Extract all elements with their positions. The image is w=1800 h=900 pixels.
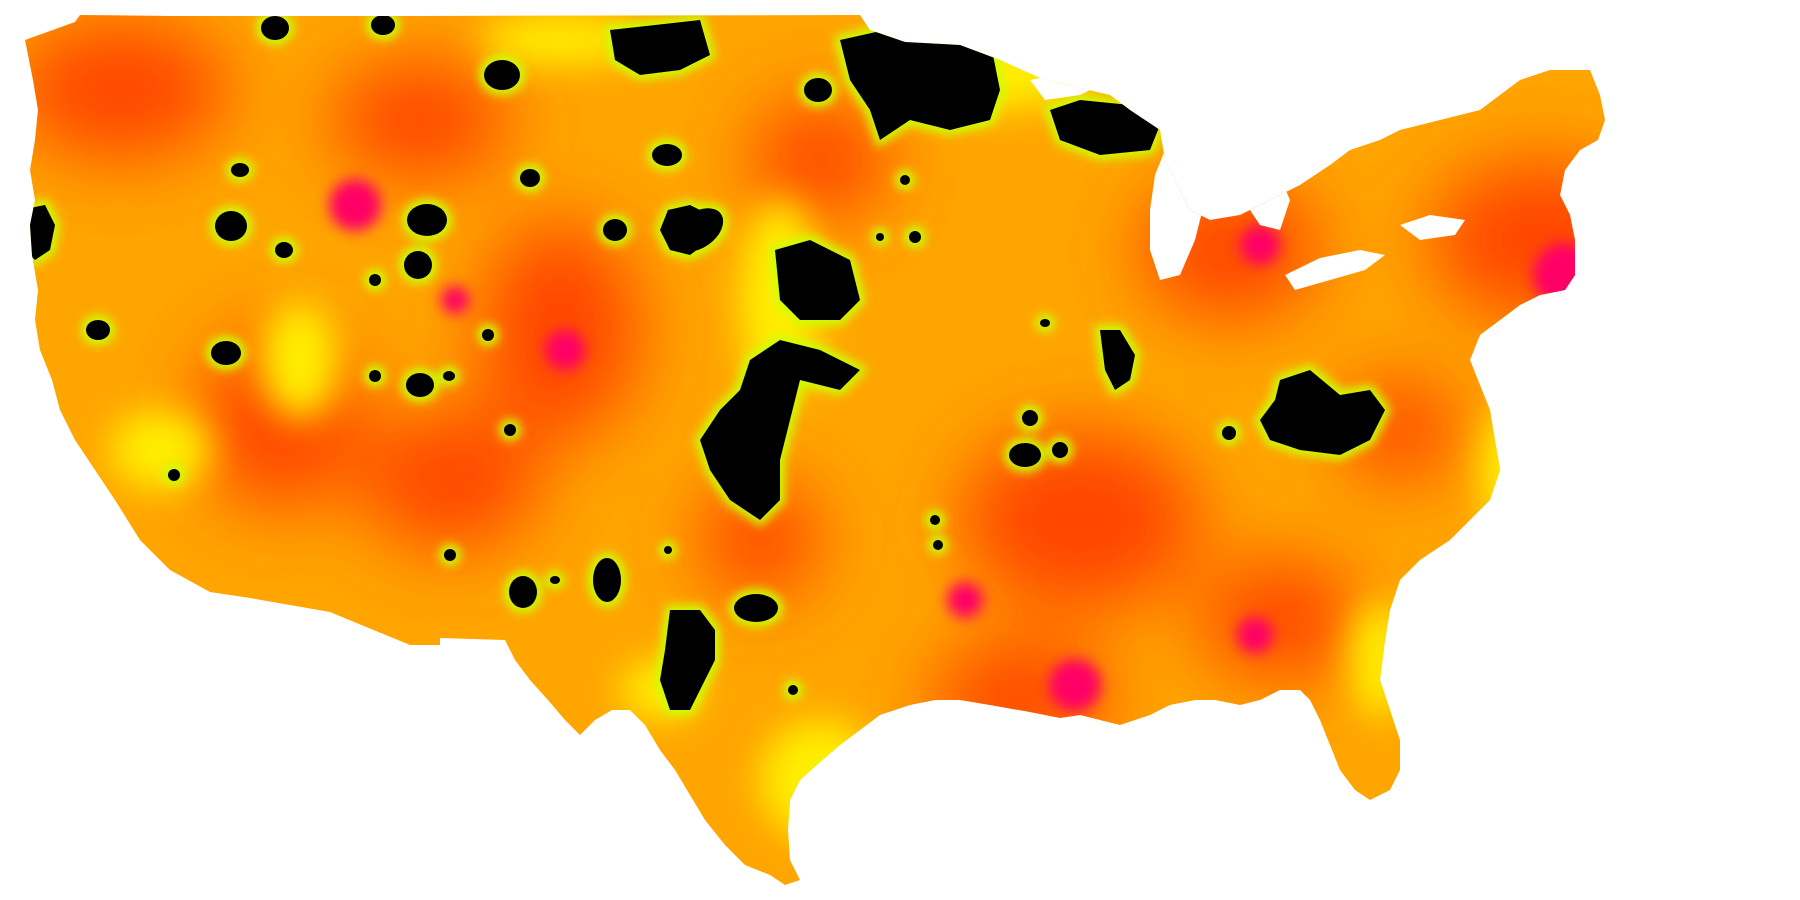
- data-gap-region: [804, 78, 832, 102]
- heat-region: [1533, 243, 1597, 307]
- heat-region: [1480, 400, 1560, 540]
- data-gap-region: [261, 16, 289, 40]
- data-gap-region: [1680, 70, 1760, 150]
- data-gap-region: [369, 370, 381, 382]
- data-gap-region: [211, 341, 241, 365]
- data-gap-region: [1040, 319, 1050, 327]
- heat-region: [960, 430, 1200, 610]
- heat-region: [480, 15, 640, 65]
- heat-region: [360, 410, 540, 550]
- data-gap-region: [1260, 370, 1385, 455]
- data-gap-region: [788, 685, 798, 695]
- heat-region: [1237, 617, 1273, 653]
- data-gap-region: [504, 424, 516, 436]
- heat-region: [750, 100, 890, 220]
- data-gap-region: [660, 610, 715, 710]
- heat-region: [110, 410, 210, 490]
- data-gap-region: [593, 558, 621, 602]
- data-gap-region: [482, 329, 494, 341]
- data-gap-region: [664, 546, 672, 554]
- data-gap-region: [443, 371, 455, 381]
- data-gap-region: [550, 576, 560, 584]
- heat-region: [329, 179, 381, 231]
- heat-region: [1200, 560, 1360, 680]
- data-gap-region: [404, 251, 432, 279]
- data-gap-region: [369, 274, 381, 286]
- data-gap-region: [909, 231, 921, 243]
- data-gap-region: [407, 204, 447, 236]
- heat-region: [260, 300, 340, 420]
- lake-erie: [1285, 250, 1385, 290]
- data-gap-region: [231, 163, 249, 177]
- heat-region: [480, 220, 640, 440]
- heat-region: [330, 60, 510, 180]
- data-gap-region: [900, 175, 910, 185]
- data-gap-region: [1009, 443, 1041, 467]
- data-gap-region: [444, 549, 456, 561]
- data-gap-region: [930, 515, 940, 525]
- data-gap-region: [1222, 426, 1236, 440]
- data-gap-region: [520, 169, 540, 187]
- data-gap-region: [672, 208, 724, 252]
- data-gap-region: [275, 242, 293, 258]
- lake-ontario: [1400, 215, 1465, 240]
- data-gap-halo: [1680, 70, 1760, 150]
- data-gap-region: [652, 144, 682, 166]
- heat-region: [545, 330, 585, 370]
- data-gap-region: [215, 211, 247, 241]
- data-gap-region: [1050, 100, 1160, 155]
- heat-region: [1240, 225, 1280, 265]
- data-gap-region: [775, 240, 860, 320]
- heat-region: [760, 720, 880, 840]
- heat-region: [1049, 659, 1101, 711]
- data-gap-region: [700, 340, 860, 520]
- heat-region: [25, 20, 230, 160]
- data-gap-region: [818, 767, 834, 783]
- heat-region: [947, 582, 983, 618]
- data-gap-region: [933, 540, 943, 550]
- data-gap-region: [610, 20, 710, 75]
- data-gap-region: [406, 373, 434, 397]
- data-gap-region: [1100, 330, 1135, 390]
- data-gap-region: [603, 219, 627, 241]
- heat-region: [1430, 160, 1605, 320]
- heat-region: [1350, 600, 1410, 720]
- data-gap-region: [86, 320, 110, 340]
- data-gap-region: [168, 469, 180, 481]
- data-gap-halo: [813, 762, 839, 788]
- data-gap-region: [876, 233, 884, 241]
- data-gap-region: [1052, 442, 1068, 458]
- data-gap-region: [371, 15, 395, 35]
- heat-region: [441, 286, 469, 314]
- data-gap-region: [1022, 410, 1038, 426]
- data-gap-region: [509, 576, 537, 608]
- heat-region: [700, 480, 820, 600]
- data-gap-region: [734, 594, 778, 622]
- data-gap-region: [484, 60, 520, 90]
- data-gap-region: [840, 20, 1000, 140]
